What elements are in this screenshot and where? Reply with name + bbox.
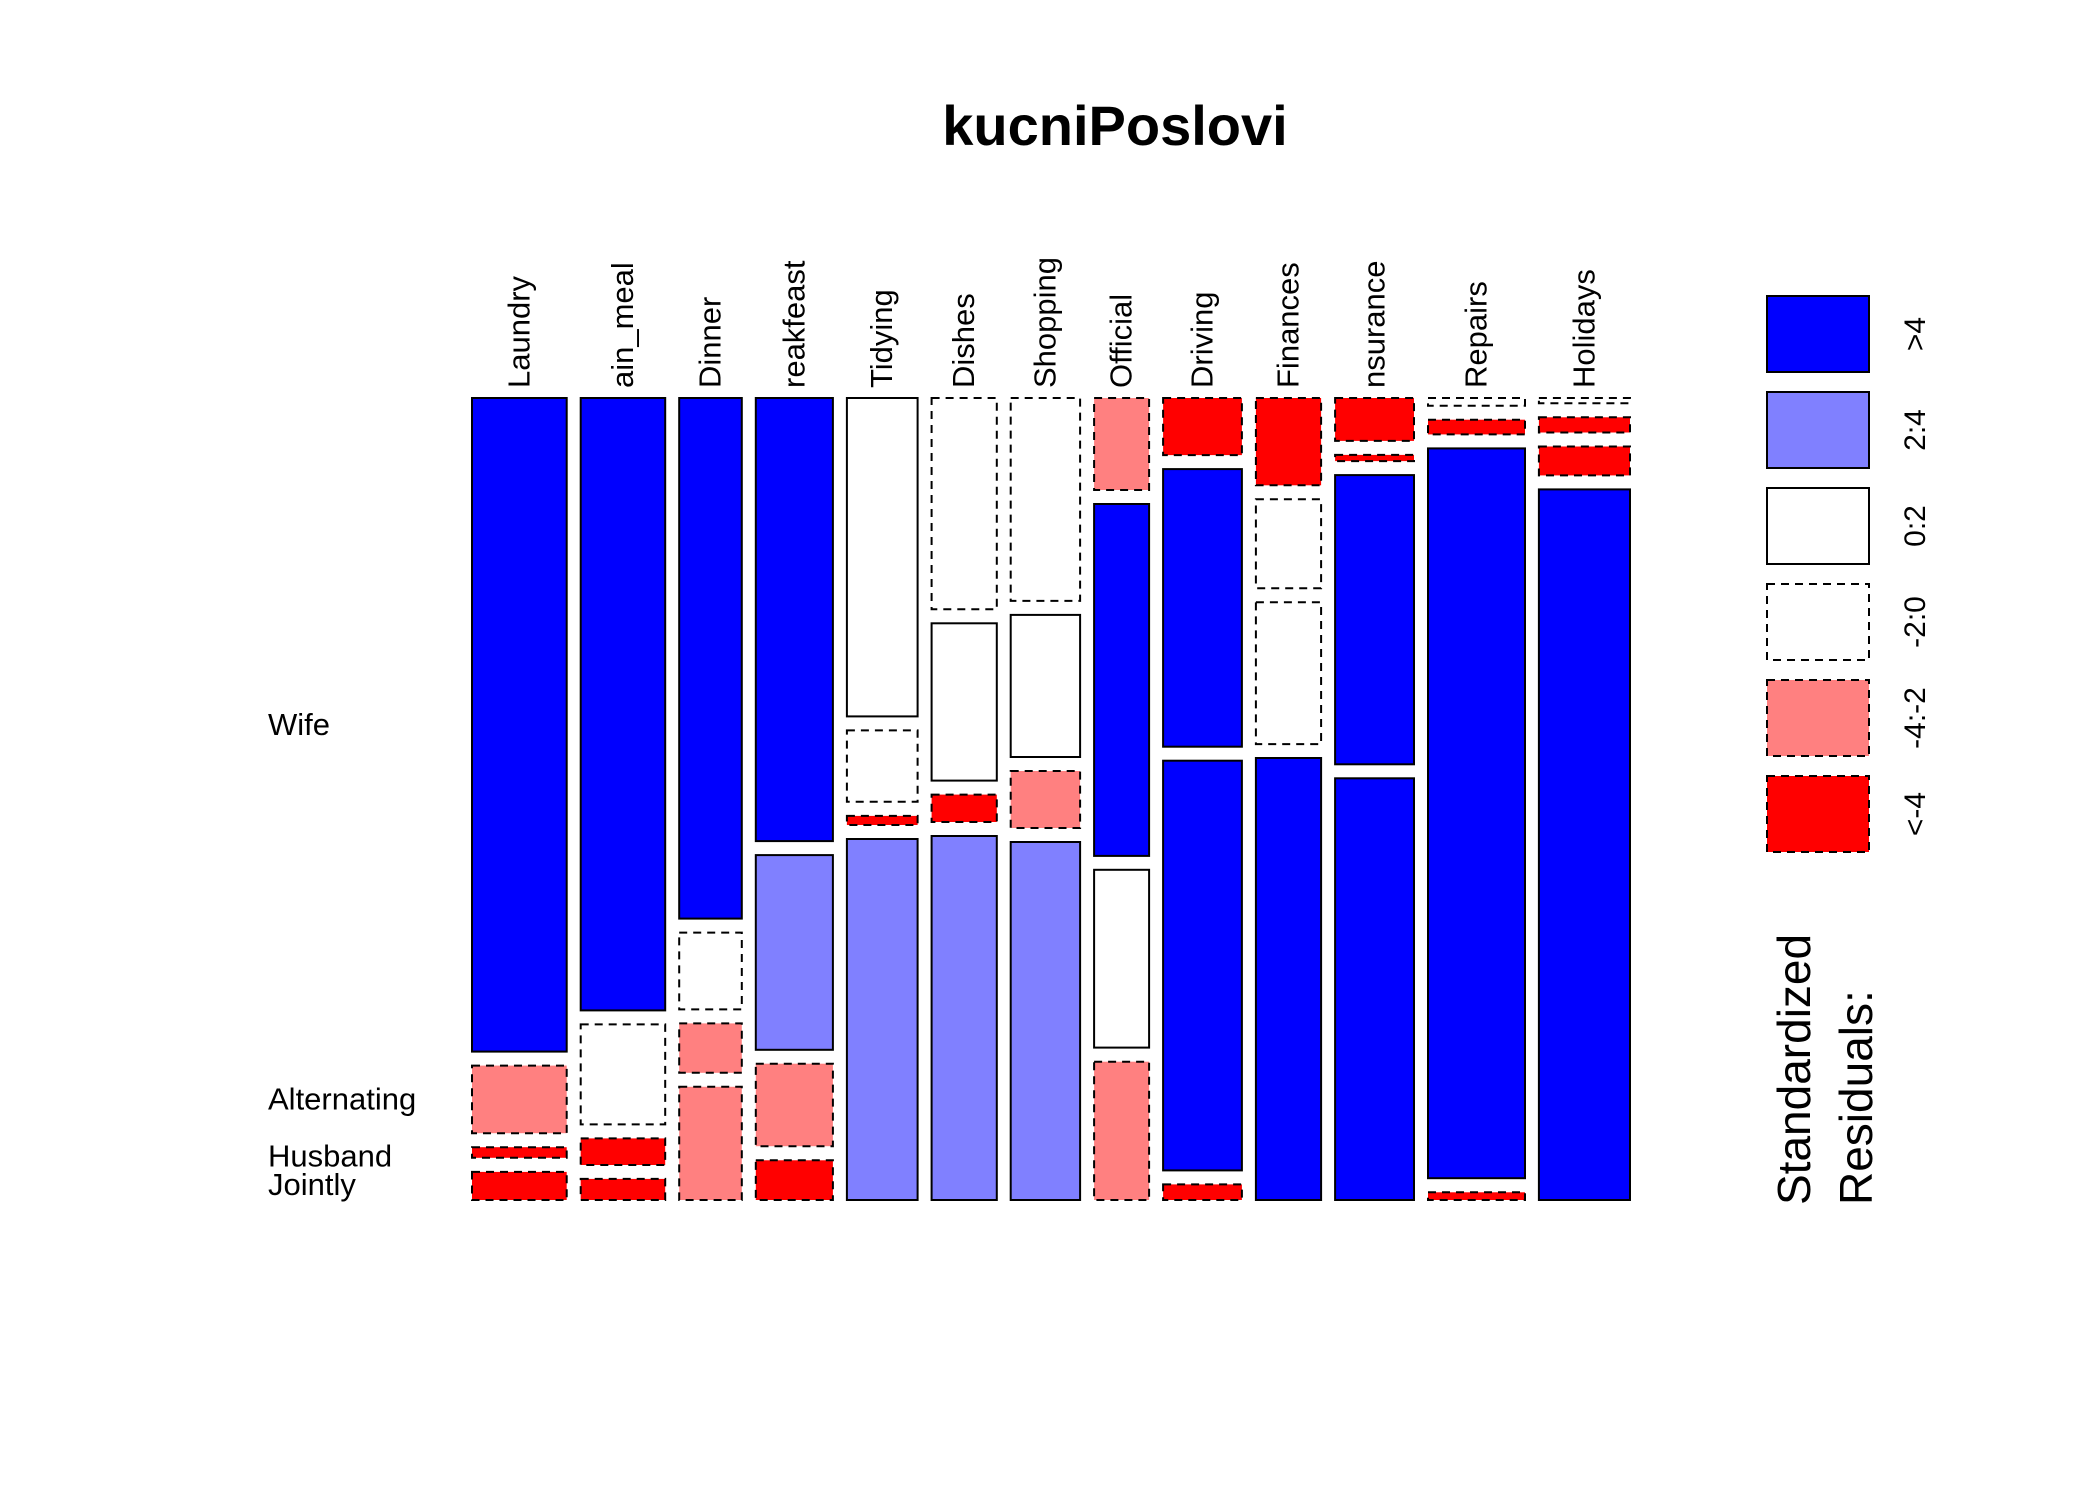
tile-main-meal-wife bbox=[579, 397, 667, 1012]
column-labels: Laundry ain_meal Dinner reakfeast Tidying Dis… bbox=[501, 257, 1601, 388]
tile-laundry-husband bbox=[471, 1146, 568, 1159]
legend-label-2-4: 2:4 bbox=[1899, 409, 1932, 451]
tile-laundry-alternating bbox=[471, 1064, 568, 1135]
tile-breakfeast-husband bbox=[754, 1062, 834, 1148]
legend-swatch-gt4 bbox=[1766, 295, 1870, 373]
legend-label-lt-4: <-4 bbox=[1899, 792, 1932, 836]
tile-main-meal-alternating bbox=[579, 1023, 667, 1126]
column-label-dishes: Dishes bbox=[946, 293, 981, 388]
legend-title-line-2: Residuals: bbox=[1830, 990, 1882, 1205]
tile-repairs-husband bbox=[1427, 447, 1526, 1180]
tile-breakfeast-wife bbox=[754, 397, 834, 843]
tile-finances-husband bbox=[1254, 601, 1323, 746]
legend-swatch--2-0 bbox=[1766, 583, 1870, 661]
legend-swatch-0-2 bbox=[1766, 487, 1870, 565]
tile-finances-jointly bbox=[1254, 757, 1323, 1201]
tile-repairs-jointly bbox=[1427, 1191, 1526, 1202]
column-label-driving: Driving bbox=[1185, 292, 1220, 388]
tile-insurance-wife bbox=[1334, 397, 1415, 442]
tile-main-meal-husband bbox=[579, 1137, 667, 1167]
tile-laundry-jointly bbox=[471, 1170, 568, 1202]
column-label-laundry: Laundry bbox=[501, 275, 536, 388]
legend-boxes: >4 2:4 0:2 -2:0 -4:-2 <-4 bbox=[1766, 295, 1932, 853]
tile-dinner-wife bbox=[678, 397, 743, 920]
tile-dinner-husband bbox=[678, 1022, 743, 1074]
tile-tidying-alternating bbox=[845, 729, 919, 803]
row-label-wife: Wife bbox=[268, 707, 330, 742]
tile-dinner-jointly bbox=[678, 1085, 743, 1202]
tile-tidying-jointly bbox=[845, 838, 919, 1201]
column-label-holidays: Holidays bbox=[1567, 269, 1602, 388]
tile-main-meal-jointly bbox=[579, 1177, 667, 1202]
tile-dishes-alternating bbox=[930, 622, 998, 782]
legend-swatch-2-4 bbox=[1766, 391, 1870, 469]
tile-dishes-jointly bbox=[930, 835, 998, 1201]
mosaic-tiles bbox=[471, 397, 1632, 1202]
tile-tidying-wife bbox=[845, 397, 919, 718]
tile-holidays-husband bbox=[1537, 445, 1632, 477]
column-label-dinner: Dinner bbox=[693, 297, 728, 388]
tile-shopping-alternating bbox=[1009, 613, 1082, 759]
tile-insurance-alternating bbox=[1334, 453, 1415, 463]
row-label-husband: Husband bbox=[268, 1139, 392, 1174]
tile-shopping-wife bbox=[1009, 397, 1082, 602]
row-label-jointly: Jointly bbox=[268, 1167, 356, 1202]
tile-driving-wife bbox=[1162, 397, 1243, 457]
tile-driving-husband bbox=[1162, 759, 1243, 1172]
tile-official-alternating bbox=[1093, 503, 1151, 857]
tile-dishes-wife bbox=[930, 397, 998, 611]
column-label-shopping: Shopping bbox=[1027, 257, 1062, 388]
legend-title-line-1: Standardized bbox=[1768, 934, 1820, 1205]
column-label-breakfeast: reakfeast bbox=[776, 260, 811, 388]
tile-laundry-wife bbox=[471, 397, 568, 1053]
row-label-alternating: Alternating bbox=[268, 1081, 416, 1116]
tile-dinner-alternating bbox=[678, 931, 743, 1011]
tile-repairs-alternating bbox=[1427, 418, 1526, 436]
tile-insurance-jointly bbox=[1334, 777, 1415, 1201]
tile-finances-wife bbox=[1254, 397, 1323, 487]
legend-swatch--4-2 bbox=[1766, 679, 1870, 757]
tile-official-wife bbox=[1093, 397, 1151, 491]
legend-label--4-2: -4:-2 bbox=[1899, 687, 1932, 749]
column-label-finances: Finances bbox=[1271, 262, 1306, 388]
legend-label-gt4: >4 bbox=[1899, 317, 1932, 351]
legend-swatch-lt-4 bbox=[1766, 775, 1870, 853]
tile-dishes-husband bbox=[930, 793, 998, 823]
tile-shopping-husband bbox=[1009, 770, 1082, 829]
column-label-main-meal: ain_meal bbox=[605, 262, 640, 388]
tile-breakfeast-alternating bbox=[754, 854, 834, 1051]
column-label-tidying: Tidying bbox=[864, 289, 899, 388]
tile-holidays-alternating bbox=[1537, 416, 1632, 434]
column-label-official: Official bbox=[1104, 294, 1139, 388]
column-label-repairs: Repairs bbox=[1458, 281, 1493, 388]
tile-repairs-wife bbox=[1427, 397, 1526, 407]
tile-holidays-jointly bbox=[1537, 488, 1632, 1201]
tile-official-jointly bbox=[1093, 1060, 1151, 1201]
legend: >4 2:4 0:2 -2:0 -4:-2 <-4 Standardized Residu… bbox=[1766, 295, 1932, 1205]
tile-driving-alternating bbox=[1162, 468, 1243, 748]
tile-shopping-jointly bbox=[1009, 841, 1082, 1201]
tile-finances-alternating bbox=[1254, 498, 1323, 590]
tile-holidays-wife bbox=[1537, 397, 1632, 405]
tile-tidying-husband bbox=[845, 814, 919, 827]
tile-insurance-husband bbox=[1334, 474, 1415, 766]
column-label-insurance: nsurance bbox=[1357, 260, 1392, 388]
tile-official-husband bbox=[1093, 868, 1151, 1049]
legend-label-0-2: 0:2 bbox=[1899, 505, 1932, 547]
tile-breakfeast-jointly bbox=[754, 1159, 834, 1202]
legend-label--2-0: -2:0 bbox=[1899, 596, 1932, 648]
tile-driving-jointly bbox=[1162, 1183, 1243, 1202]
chart-title: kucniPoslovi bbox=[942, 94, 1287, 157]
